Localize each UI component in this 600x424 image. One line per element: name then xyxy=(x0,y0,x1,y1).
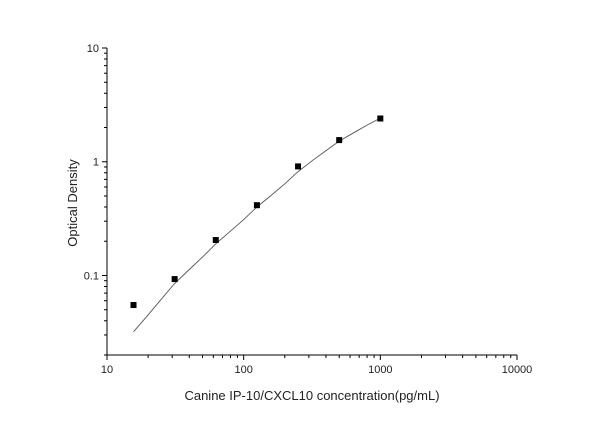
x-axis-title: Canine IP-10/CXCL10 concentration(pg/mL) xyxy=(184,388,439,403)
data-point xyxy=(377,115,384,122)
y-tick-label: 10 xyxy=(87,43,99,55)
data-point xyxy=(295,163,302,170)
data-points-layer xyxy=(130,115,384,309)
data-point xyxy=(171,276,178,283)
fitted-curve-layer xyxy=(133,117,381,333)
data-point xyxy=(253,202,260,209)
y-tick-label: 0.1 xyxy=(84,270,99,282)
y-tick-label: 1 xyxy=(93,157,99,169)
x-tick-label: 100 xyxy=(234,364,252,376)
x-tick-label: 10 xyxy=(101,364,113,376)
y-axis-title: Optical Density xyxy=(65,159,80,247)
data-point xyxy=(212,237,219,244)
data-point xyxy=(130,302,137,309)
x-tick-label: 1000 xyxy=(368,364,392,376)
x-tick-label: 10000 xyxy=(502,364,533,376)
fitted-curve xyxy=(133,117,381,333)
data-point xyxy=(336,137,343,144)
axes xyxy=(102,47,518,360)
tick-labels-layer: 10 100 1000 10000 0.1 1 10 xyxy=(84,43,533,376)
